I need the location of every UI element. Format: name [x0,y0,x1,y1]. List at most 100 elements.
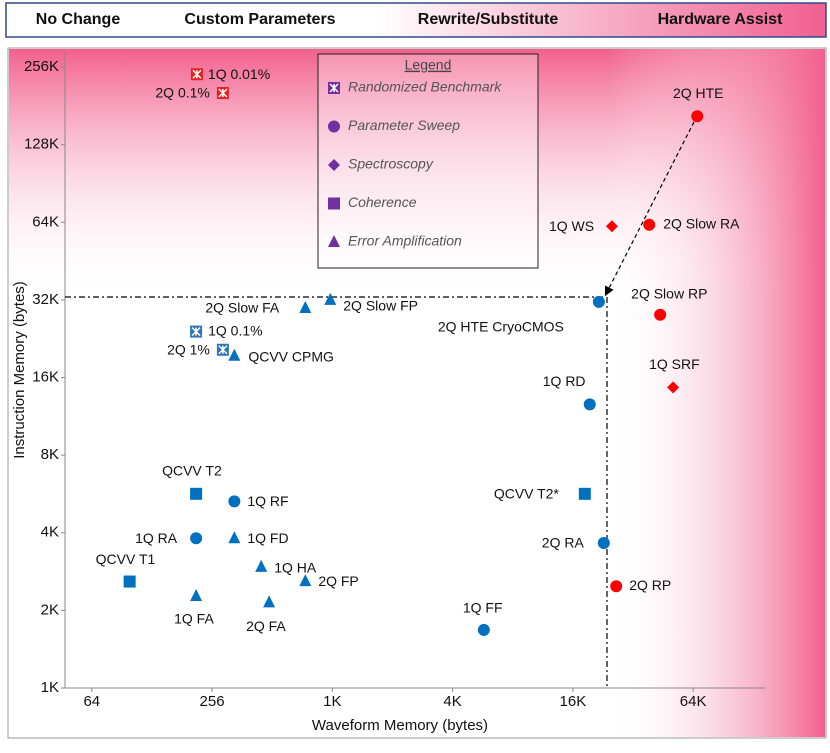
marker-shape [190,532,203,545]
marker-shape [328,197,340,210]
point-label: 2Q RP [629,577,671,593]
marker-shape [605,220,618,233]
region-label: Custom Parameters [184,11,335,28]
marker-star [190,325,203,338]
y-tick-label: 8K [41,446,59,463]
point-label: QCVV CPMG [248,348,334,364]
marker-circle [228,495,241,508]
marker-shape [328,120,340,133]
legend-box [317,53,539,269]
marker-shape [667,381,680,394]
point-label: QCVV T2 [162,463,222,479]
point-label: 1Q SRF [649,356,700,372]
x-axis-title: Waveform Memory (bytes) [312,717,488,734]
legend: Legend Randomized Benchmark Parameter Swe… [317,53,539,269]
point-label: 1Q HA [274,560,317,576]
marker-square [123,575,136,588]
marker-shape [329,83,339,93]
point-label: 1Q FD [247,530,288,546]
x-tick-label: 256 [200,693,225,710]
region-label: Hardware Assist [658,11,783,28]
legend-label: Error Amplification [348,233,462,249]
marker-circle [583,398,596,411]
point-label: 2Q 0.1% [155,85,209,101]
marker-shape [255,559,268,572]
point-label: 2Q HTE [673,85,724,101]
x-tick-label: 1K [323,693,341,710]
point-label: 1Q RA [135,530,178,546]
x-tick-label: 64K [680,693,707,710]
marker-shape [263,595,276,608]
marker-triangle [263,595,276,608]
marker-shape [610,580,623,593]
marker-shape [654,308,667,321]
marker-shape [592,295,605,308]
point-label: 2Q RA [542,535,585,551]
arrow [604,121,695,297]
region-label: No Change [36,11,121,28]
marker-circle [190,532,203,545]
marker-triangle [228,531,241,544]
marker-shape [324,292,337,305]
marker-triangle [328,235,340,247]
region-shade [607,49,825,737]
region-label: Rewrite/Substitute [418,11,559,28]
marker-star [190,68,203,81]
marker-diamond [605,220,618,233]
marker-circle [592,295,605,308]
marker-shape [597,536,610,549]
marker-shape [643,218,656,231]
x-tick-label: 16K [560,693,587,710]
marker-shape [583,398,596,411]
y-tick-label: 1K [41,679,59,696]
marker-shape [192,69,202,79]
marker-shape [328,235,340,247]
marker-triangle [190,588,203,601]
marker-circle [477,623,490,636]
marker-triangle [324,292,337,305]
marker-triangle [299,574,312,587]
y-tick-label: 16K [32,369,59,386]
marker-shape [218,88,228,98]
marker-star [216,343,229,356]
marker-shape [228,531,241,544]
point-label: 2Q Slow RA [663,216,740,232]
marker-shape [578,487,591,500]
y-tick-label: 256K [24,58,59,75]
marker-shape [299,574,312,587]
marker-square [328,197,340,210]
marker-shape [299,300,312,313]
x-tick-label: 4K [443,693,461,710]
legend-title: Legend [405,57,452,73]
marker-circle [691,110,704,123]
marker-circle [643,218,656,231]
legend-label: Randomized Benchmark [348,79,502,95]
marker-shape [218,345,228,355]
point-label: QCVV T1 [96,551,156,567]
point-label: QCVV T2* [494,486,560,502]
marker-square [190,487,203,500]
point-label: 2Q HTE CryoCMOS [438,319,564,335]
region-banner [5,2,827,38]
point-label: 2Q Slow FP [343,298,418,314]
marker-shape [328,159,340,171]
point-label: 1Q 0.01% [208,66,270,82]
marker-triangle [228,348,241,361]
marker-shape [190,588,203,601]
legend-label: Spectroscopy [348,156,434,172]
point-label: 2Q Slow FA [205,300,280,316]
marker-shape [190,487,203,500]
point-label: 2Q FP [318,573,358,589]
marker-shape [691,110,704,123]
point-label: 1Q 0.1% [208,322,262,338]
marker-shape [191,327,201,337]
y-tick-label: 4K [41,524,59,541]
y-tick-label: 32K [32,291,59,308]
point-label: 1Q RD [543,373,586,389]
point-label: 1Q FA [174,611,214,627]
point-label: 1Q FF [463,600,503,616]
marker-shape [123,575,136,588]
marker-square [578,487,591,500]
marker-diamond [328,159,340,171]
